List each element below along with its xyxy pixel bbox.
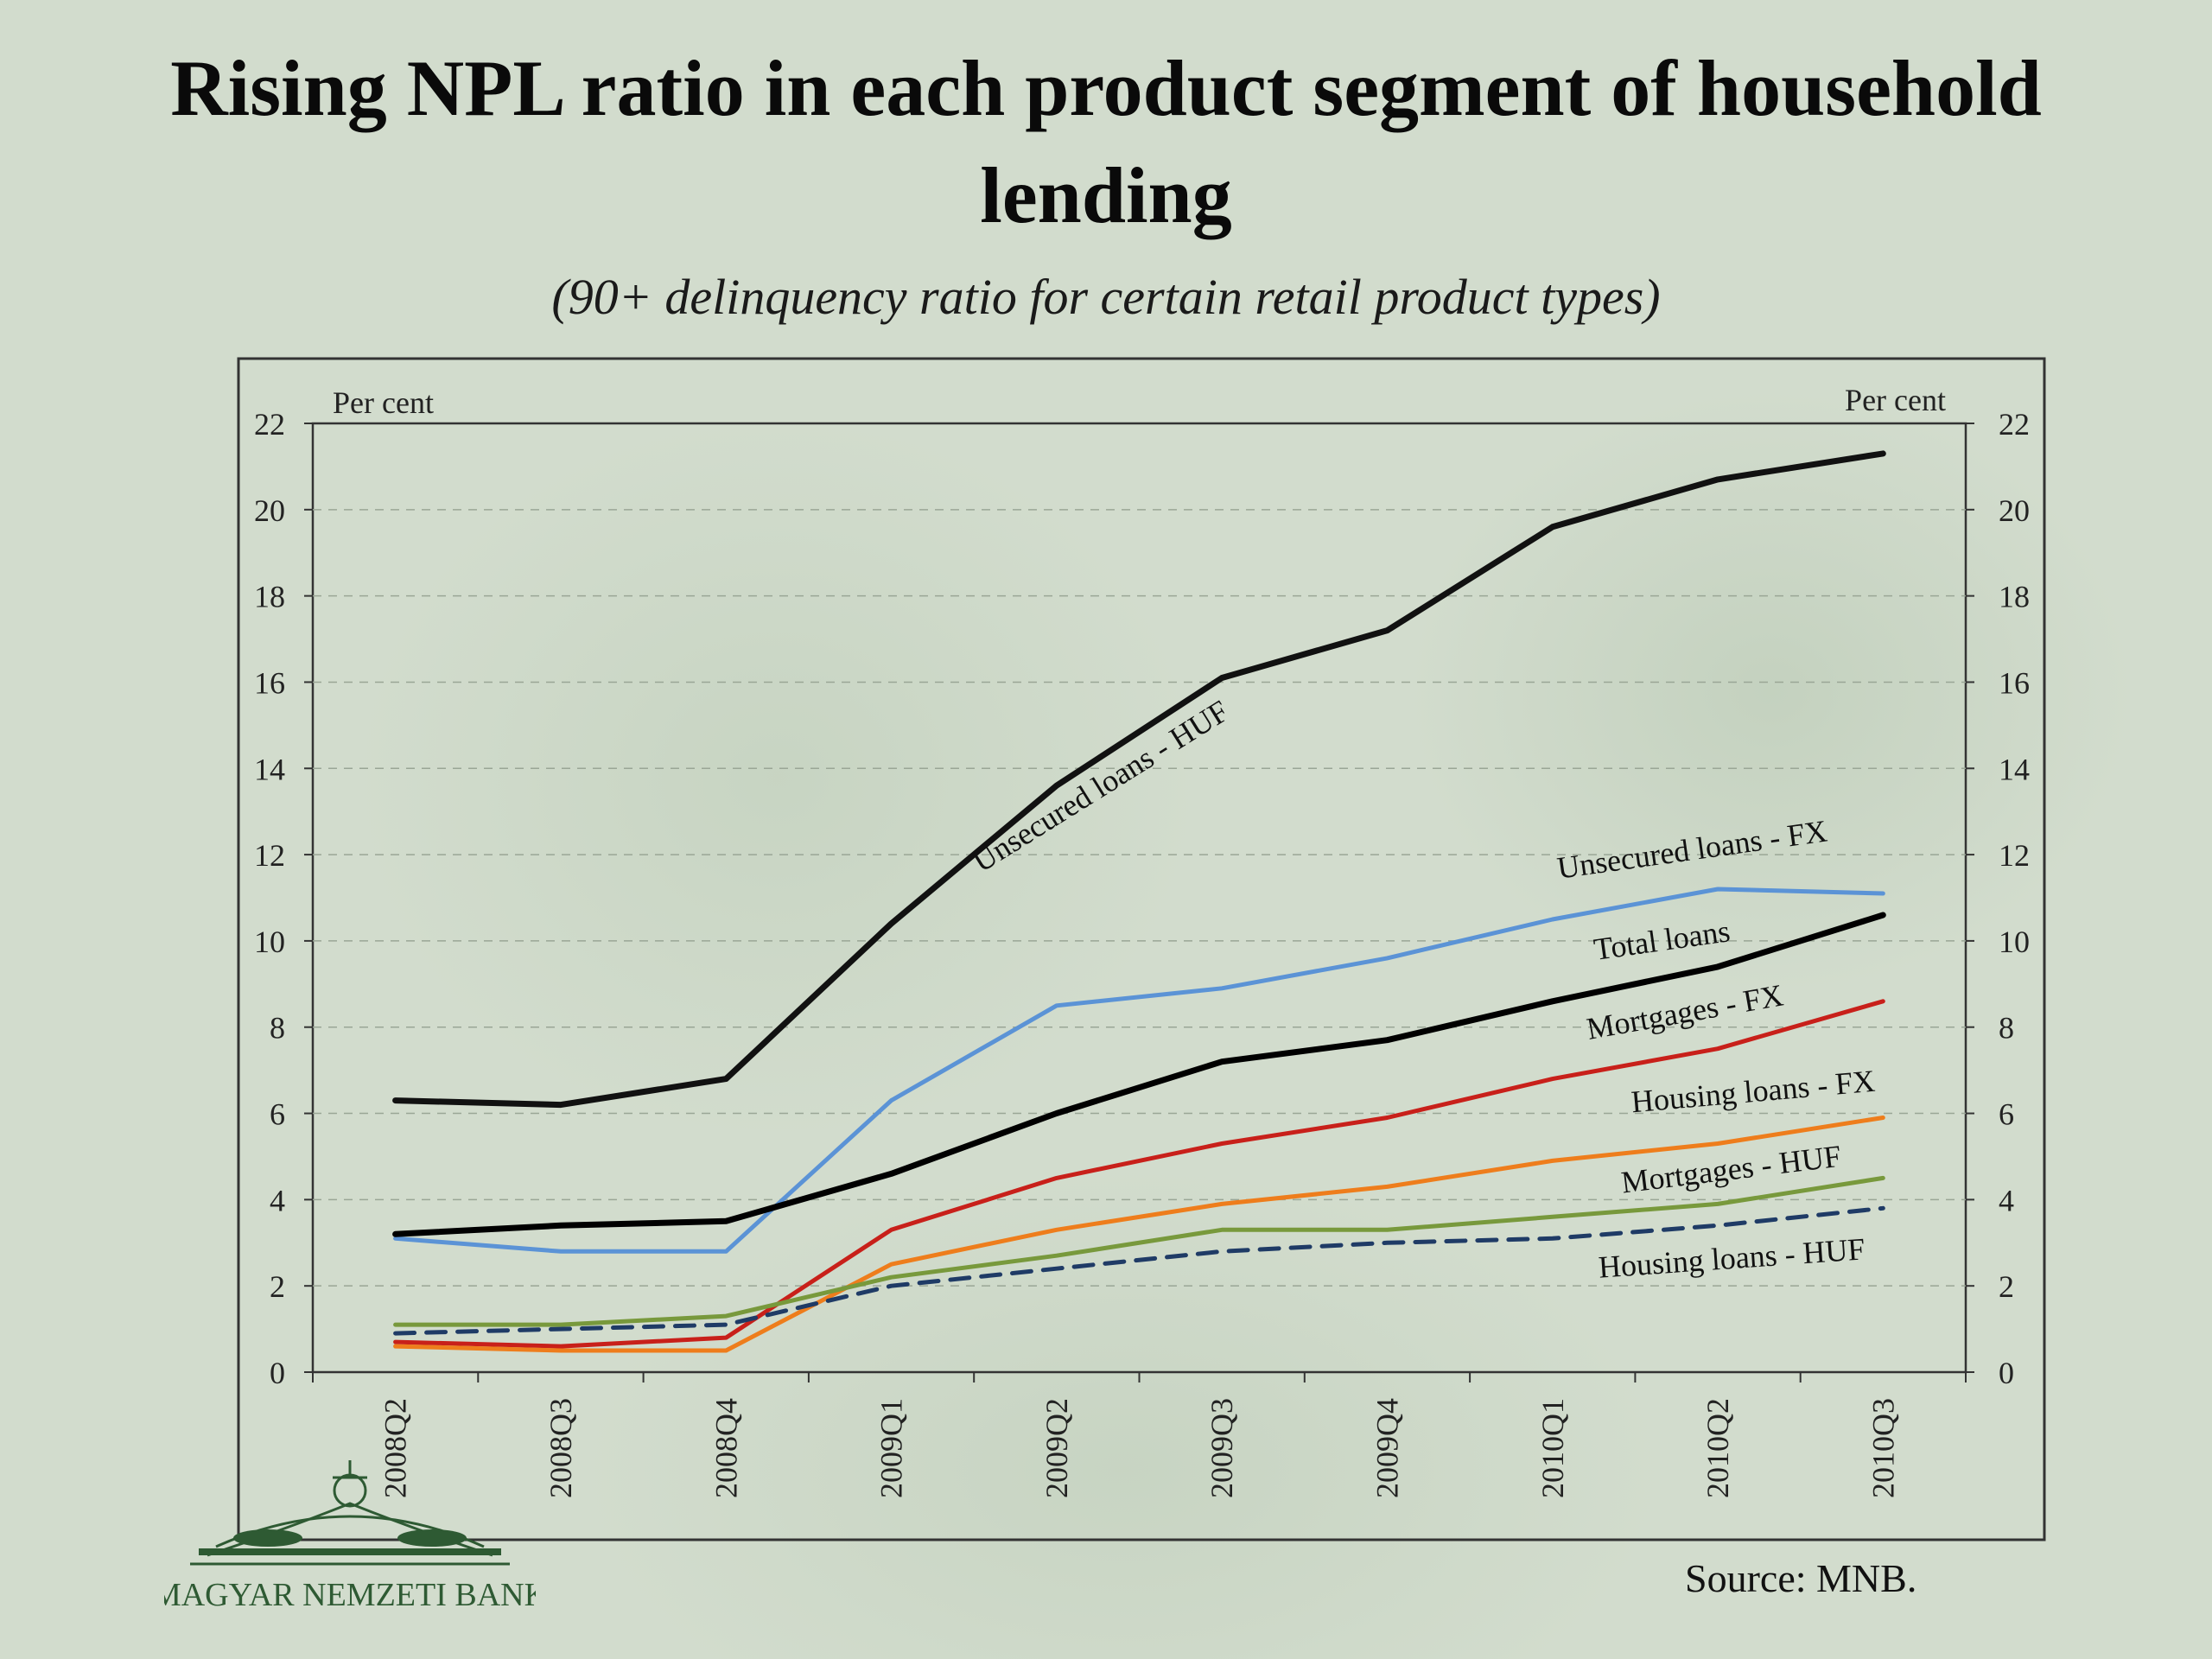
- series-label-6: Housing loans - HUF: [1598, 1231, 1866, 1284]
- source-note: Source: MNB.: [1685, 1556, 1917, 1600]
- x-tick-label: 2008Q3: [543, 1398, 578, 1498]
- y-tick-label-left: 22: [254, 407, 285, 442]
- chart-subtitle: (90+ delinquency ratio for certain retai…: [551, 269, 1661, 325]
- y-axis-label-left: Per cent: [333, 385, 434, 420]
- y-tick-label-right: 4: [1999, 1183, 2014, 1217]
- y-tick-label-right: 12: [1999, 838, 2030, 873]
- mnb-logo: MAGYAR NEMZETI BANK: [164, 1460, 536, 1613]
- x-tick-label: 2010Q2: [1700, 1398, 1735, 1498]
- y-tick-label-right: 18: [1999, 580, 2030, 614]
- series-line-6: [393, 1205, 1885, 1336]
- y-tick-label-left: 18: [254, 580, 285, 614]
- y-axis-label-right: Per cent: [1845, 383, 1946, 417]
- series-label-1: Unsecured loans - FX: [1555, 813, 1829, 885]
- x-tick-label: 2008Q4: [709, 1398, 743, 1498]
- x-tick-label: 2010Q3: [1866, 1398, 1900, 1498]
- x-tick-label: 2009Q3: [1205, 1398, 1239, 1498]
- y-tick-label-left: 12: [254, 838, 285, 873]
- series-line-1: [393, 887, 1885, 1254]
- y-tick-label-left: 2: [270, 1269, 285, 1304]
- chart-title: Rising NPL ratio in each product segment…: [170, 44, 2042, 239]
- y-tick-label-right: 22: [1999, 407, 2030, 442]
- y-tick-label-right: 16: [1999, 665, 2030, 700]
- series-label-2: Total loans: [1592, 913, 1732, 967]
- series-line-4: [393, 1116, 1885, 1353]
- series-line-2: [392, 912, 1886, 1237]
- svg-text:MAGYAR NEMZETI BANK: MAGYAR NEMZETI BANK: [164, 1577, 536, 1613]
- series-line-3: [393, 999, 1885, 1349]
- chart-frame: [237, 357, 2046, 1541]
- series-line-0: [392, 450, 1886, 1109]
- y-tick-label-right: 14: [1999, 752, 2030, 786]
- y-tick-label-left: 16: [254, 665, 285, 700]
- y-tick-label-left: 20: [254, 493, 285, 528]
- y-tick-label-right: 2: [1999, 1269, 2014, 1304]
- y-tick-label-right: 20: [1999, 493, 2030, 528]
- x-tick-label: 2009Q4: [1370, 1398, 1404, 1498]
- y-tick-label-right: 10: [1999, 925, 2030, 959]
- y-tick-label-left: 4: [270, 1183, 285, 1217]
- series-label-0: Unsecured loans - HUF: [966, 694, 1234, 880]
- y-tick-label-left: 14: [254, 752, 285, 786]
- x-tick-label: 2008Q2: [378, 1398, 413, 1498]
- y-tick-label-left: 8: [270, 1011, 285, 1046]
- x-tick-label: 2010Q1: [1535, 1398, 1570, 1498]
- y-tick-label-left: 0: [270, 1356, 285, 1390]
- y-tick-label-right: 8: [1999, 1011, 2014, 1046]
- x-tick-label: 2009Q1: [874, 1398, 909, 1498]
- y-tick-label-right: 6: [1999, 1097, 2014, 1132]
- y-tick-label-left: 6: [270, 1097, 285, 1132]
- y-tick-label-right: 0: [1999, 1356, 2014, 1390]
- series-label-4: Housing loans - FX: [1630, 1064, 1876, 1120]
- plot-area: [311, 422, 1967, 1374]
- x-tick-label: 2009Q2: [1039, 1398, 1074, 1498]
- y-tick-label-left: 10: [254, 925, 285, 959]
- series-line-5: [393, 1175, 1885, 1327]
